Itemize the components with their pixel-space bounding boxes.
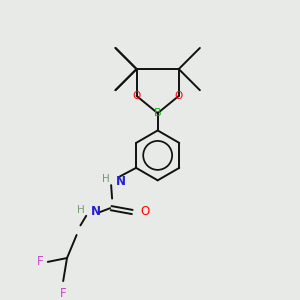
Text: F: F — [38, 255, 44, 268]
Text: N: N — [91, 206, 101, 218]
Text: F: F — [60, 287, 67, 300]
Text: B: B — [154, 108, 161, 118]
Text: N: N — [116, 175, 126, 188]
Text: H: H — [102, 174, 110, 184]
Text: O: O — [140, 206, 149, 218]
Text: O: O — [132, 91, 141, 101]
Text: H: H — [77, 205, 85, 215]
Text: O: O — [175, 91, 183, 101]
